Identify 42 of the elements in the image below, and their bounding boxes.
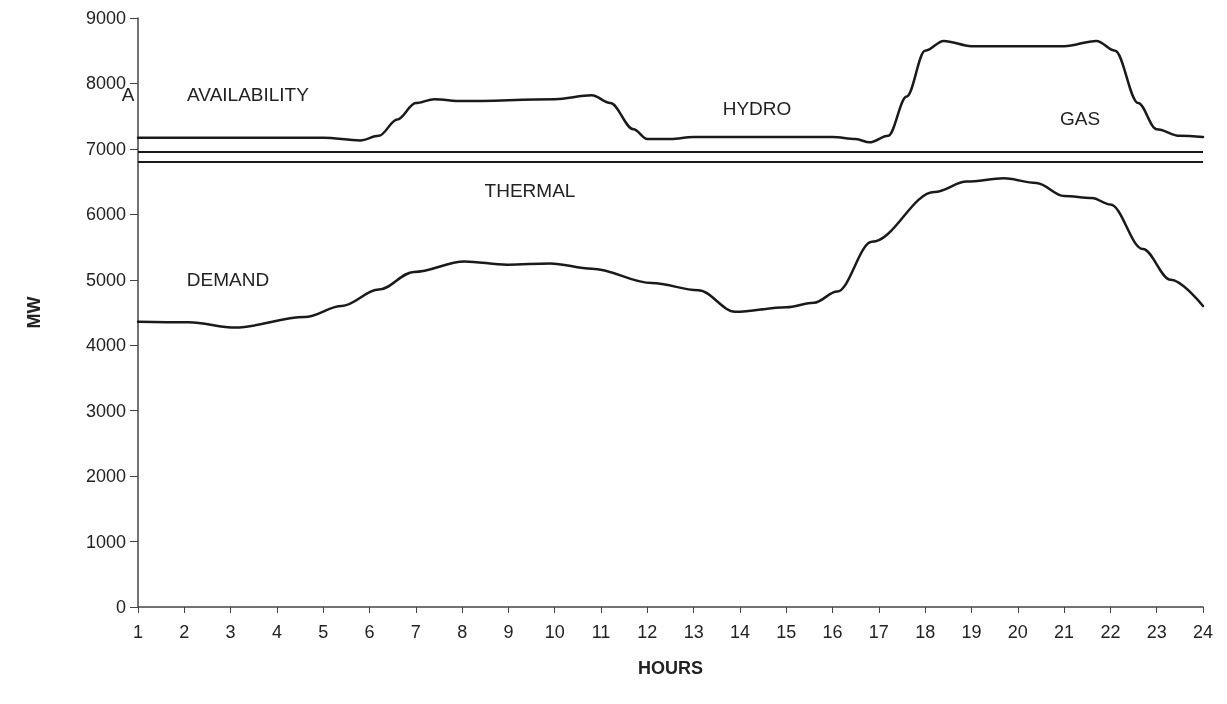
y-tick-label: 7000 [85,138,126,159]
y-tick-label: 6000 [85,204,126,225]
y-tick-label: 3000 [85,400,126,421]
x-tick-label: 16 [822,622,843,642]
x-tick-label: 19 [961,622,982,642]
x-tick-label: 6 [364,622,375,642]
annotation: THERMAL [484,179,576,201]
x-tick-label: 22 [1100,622,1121,642]
x-tick-label: 4 [271,622,282,642]
y-tick-label: 9000 [85,8,126,28]
annotation: DEMAND [186,268,270,290]
y-tick-label: 5000 [85,269,126,290]
x-tick-label: 18 [915,622,936,642]
x-tick-label: 14 [729,622,750,642]
x-tick-label: 9 [503,622,514,642]
x-axis-title: HOURS [637,658,704,678]
annotation: HYDRO [722,97,792,119]
x-tick-label: 7 [410,622,421,642]
x-tick-label: 8 [457,622,468,642]
y-tick-label: 0 [115,597,126,617]
x-tick-label: 2 [179,622,190,642]
annotation: GAS [1059,107,1101,129]
x-tick-label: 1 [132,622,144,642]
y-tick-label: 4000 [85,335,126,356]
x-tick-label: 3 [225,622,236,642]
x-tick-label: 5 [318,622,329,642]
x-tick-label: 13 [683,622,704,642]
y-tick-label: 1000 [85,531,126,552]
x-tick-label: 15 [776,622,797,642]
line-series [136,177,1205,329]
x-tick-label: 21 [1054,622,1075,642]
x-tick-label: 10 [544,622,565,642]
x-tick-label: 20 [1007,622,1028,642]
x-tick-label: 17 [868,622,889,642]
line-series [136,39,1205,144]
y-tick-label: 2000 [85,466,126,487]
x-tick-label: 23 [1146,622,1167,642]
y-axis-title: MW [24,296,44,329]
x-tick-label: 24 [1192,622,1214,642]
x-tick-label: 12 [637,622,658,642]
x-tick-label: 11 [591,622,611,642]
annotation: AVAILABILITY [187,83,310,105]
